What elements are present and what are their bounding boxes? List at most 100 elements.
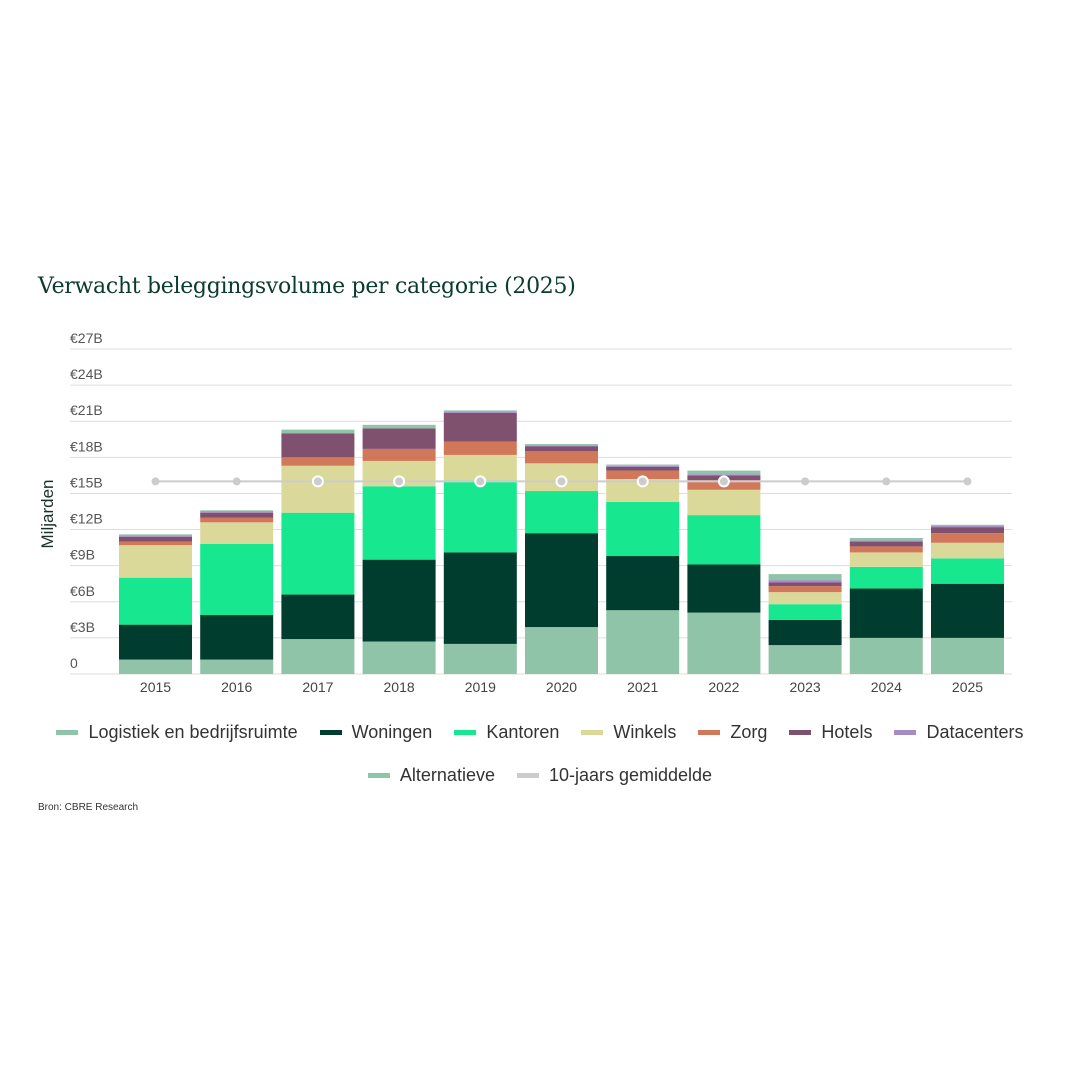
x-tick-label: 2021: [627, 679, 658, 695]
average-marker: [474, 475, 487, 488]
legend-item[interactable]: Woningen: [319, 722, 433, 743]
average-marker: [311, 475, 324, 488]
bar-segment: [281, 457, 355, 466]
legend-item[interactable]: Logistiek en bedrijfsruimte: [56, 722, 298, 743]
bar-segment: [525, 444, 598, 446]
bar-segment: [687, 515, 761, 565]
bar-segment: [606, 465, 680, 467]
legend-swatch: [454, 730, 477, 735]
average-marker: [717, 475, 730, 488]
bar-segment: [849, 566, 923, 589]
bar-segment: [443, 441, 517, 455]
bar-segment: [849, 588, 923, 638]
legend-label: Alternatieve: [399, 765, 495, 785]
bar-segment: [849, 552, 923, 567]
bar-segment: [200, 510, 274, 512]
average-marker: [636, 475, 649, 488]
legend-item[interactable]: Alternatieve: [367, 765, 495, 786]
bar-segment: [768, 604, 842, 620]
legend-row-2: Alternatieve 10-jaars gemiddelde: [40, 765, 1040, 786]
legend-swatch: [319, 730, 342, 735]
legend-item[interactable]: Datacenters: [894, 722, 1024, 743]
bar-segment: [443, 643, 517, 674]
legend-item[interactable]: Kantoren: [454, 722, 559, 743]
source-note: Bron: CBRE Research: [38, 802, 139, 813]
bar-segment: [687, 612, 761, 674]
bar-segment: [119, 577, 192, 625]
bar-segment: [606, 470, 680, 479]
legend-row-1: Logistiek en bedrijfsruimte Woningen Kanto…: [40, 722, 1040, 743]
bar-segment: [200, 522, 274, 544]
y-tick-label: €15B: [70, 474, 103, 490]
average-marker: [963, 477, 972, 486]
bar-segment: [281, 465, 355, 513]
bar-segment: [849, 546, 923, 553]
bar-segment: [768, 592, 842, 605]
bar-segment: [849, 637, 923, 674]
bar-segment: [525, 451, 598, 464]
bar-segment: [200, 659, 274, 674]
bar-segment: [443, 480, 517, 553]
y-tick-label: €18B: [70, 438, 103, 454]
legend-item[interactable]: Hotels: [789, 722, 872, 743]
bar-segment: [849, 541, 923, 547]
legend-label: Zorg: [730, 722, 768, 742]
y-tick-label: 0: [70, 655, 78, 671]
bar-segment: [119, 545, 192, 578]
bar-segment: [606, 466, 680, 471]
legend-label: 10-jaars gemiddelde: [548, 765, 713, 785]
y-axis-label: Miljarden: [38, 480, 57, 549]
average-marker: [151, 477, 160, 486]
y-tick-label: €6B: [70, 583, 95, 599]
bar-segment: [687, 489, 761, 516]
bar-segment: [606, 479, 680, 502]
bar-segment: [443, 412, 517, 442]
x-tick-label: 2016: [221, 679, 252, 695]
bar-segment: [768, 645, 842, 674]
bar-segment: [606, 464, 680, 466]
bar-segment: [281, 429, 355, 434]
bar-segment: [362, 559, 436, 642]
legend-swatch: [581, 730, 604, 735]
legend-item[interactable]: Zorg: [698, 722, 767, 743]
bar-segment: [525, 445, 598, 447]
bar-segment: [443, 410, 517, 412]
bar-segment: [849, 537, 923, 541]
legend-item[interactable]: 10-jaars gemiddelde: [516, 765, 713, 786]
x-tick-label: 2023: [790, 679, 821, 695]
bars: [119, 410, 1004, 674]
y-tick-label: €24B: [70, 366, 103, 382]
bar-segment: [200, 517, 274, 523]
legend-swatch: [789, 730, 812, 735]
x-tick-label: 2019: [465, 679, 496, 695]
bar-segment: [525, 533, 598, 628]
average-marker: [801, 477, 810, 486]
average-marker: [882, 477, 891, 486]
y-tick-label: €3B: [70, 619, 95, 635]
x-tick-label: 2020: [546, 679, 577, 695]
bar-segment: [200, 544, 274, 616]
bar-segment: [768, 574, 842, 581]
legend-label: Woningen: [351, 722, 433, 742]
legend-swatch: [698, 730, 721, 735]
bar-segment: [768, 619, 842, 646]
bar-segment: [119, 624, 192, 660]
x-tick-label: 2017: [302, 679, 333, 695]
legend-item[interactable]: Winkels: [581, 722, 676, 743]
bar-segment: [119, 541, 192, 546]
legend-swatch: [56, 730, 79, 735]
legend-label: Winkels: [613, 722, 677, 742]
bar-segment: [443, 552, 517, 644]
bar-segment: [931, 558, 1004, 584]
bar-segment: [525, 446, 598, 452]
bar-segment: [687, 474, 761, 476]
bar-segment: [931, 542, 1004, 559]
bar-segment: [119, 536, 192, 542]
bar-segment: [362, 424, 436, 429]
bar-segment: [281, 639, 355, 674]
y-tick-label: €12B: [70, 511, 103, 527]
bar-segment: [931, 524, 1004, 526]
x-axis-ticks: 2015 2016 2017 2018 2019 2020 2021 2022 2023 2024…: [140, 679, 983, 695]
legend-label: Kantoren: [486, 722, 560, 742]
